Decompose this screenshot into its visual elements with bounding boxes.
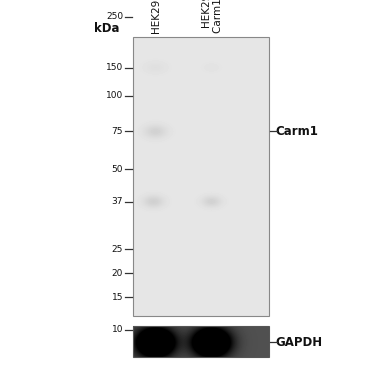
Text: 25: 25 xyxy=(112,245,123,254)
Text: 10: 10 xyxy=(111,326,123,334)
Text: HEK293
Carm1 KO: HEK293 Carm1 KO xyxy=(201,0,223,33)
Text: 50: 50 xyxy=(111,165,123,174)
Bar xyxy=(133,37,269,316)
Text: 15: 15 xyxy=(111,292,123,302)
Bar xyxy=(133,326,269,357)
Text: 37: 37 xyxy=(111,197,123,206)
Text: 150: 150 xyxy=(106,63,123,72)
Text: 250: 250 xyxy=(106,12,123,21)
Text: GAPDH: GAPDH xyxy=(276,336,323,349)
Text: HEK293: HEK293 xyxy=(151,0,160,33)
Text: 100: 100 xyxy=(106,91,123,100)
Text: 20: 20 xyxy=(112,268,123,278)
Text: Carm1: Carm1 xyxy=(276,125,318,138)
Text: 75: 75 xyxy=(111,127,123,136)
Text: kDa: kDa xyxy=(94,22,120,34)
